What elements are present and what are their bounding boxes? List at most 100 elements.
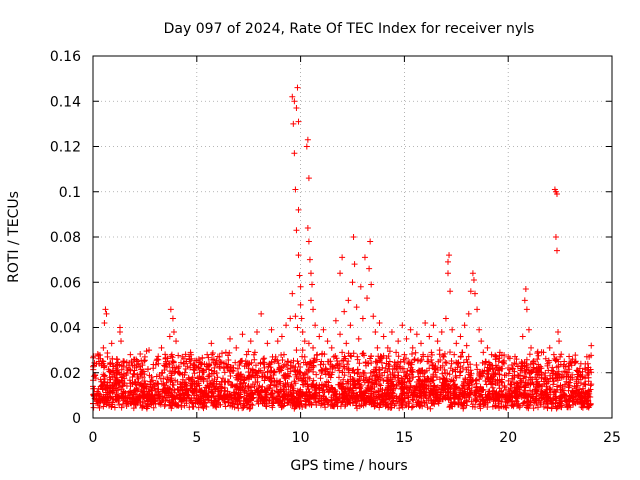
data-point — [101, 319, 108, 326]
data-point — [168, 351, 175, 358]
data-point — [301, 338, 308, 345]
data-point — [453, 340, 460, 347]
data-point — [345, 297, 352, 304]
data-point — [486, 365, 493, 372]
data-point — [442, 315, 449, 322]
data-point — [367, 238, 374, 245]
data-point — [189, 374, 196, 381]
data-point — [297, 283, 304, 290]
data-point — [447, 288, 454, 295]
data-point — [268, 326, 275, 333]
data-point — [465, 310, 472, 317]
data-point — [310, 306, 317, 313]
x-tick-label: 25 — [603, 430, 621, 446]
data-point — [318, 358, 325, 365]
data-point — [127, 351, 134, 358]
data-point — [569, 356, 576, 363]
x-tick-label: 10 — [292, 430, 310, 446]
data-point — [108, 340, 115, 347]
data-point — [328, 344, 335, 351]
data-point — [254, 329, 261, 336]
data-point — [555, 329, 562, 336]
data-point — [181, 372, 188, 379]
data-point — [305, 238, 312, 245]
data-point — [571, 383, 578, 390]
data-point — [391, 372, 398, 379]
data-point — [266, 360, 273, 367]
data-point — [368, 281, 375, 288]
data-point — [305, 340, 312, 347]
data-point — [256, 367, 263, 374]
data-point — [577, 360, 584, 367]
data-point — [550, 351, 557, 358]
data-point — [548, 367, 555, 374]
data-point — [586, 353, 593, 360]
data-point — [298, 315, 305, 322]
data-point — [324, 338, 331, 345]
data-point — [270, 372, 277, 379]
data-point — [488, 351, 495, 358]
data-point — [119, 383, 126, 390]
y-tick-label: 0.02 — [50, 366, 81, 382]
data-point — [185, 387, 192, 394]
data-point — [484, 344, 491, 351]
data-point — [557, 353, 564, 360]
data-point — [169, 315, 176, 322]
data-point — [515, 383, 522, 390]
data-point — [588, 342, 595, 349]
data-point — [304, 224, 311, 231]
data-point — [310, 344, 317, 351]
data-point — [532, 374, 539, 381]
data-point — [330, 353, 337, 360]
data-point — [276, 365, 283, 372]
data-point — [403, 335, 410, 342]
data-point — [218, 385, 225, 392]
data-point — [202, 390, 209, 397]
data-point — [523, 306, 530, 313]
data-point — [503, 372, 510, 379]
data-point — [316, 333, 323, 340]
data-point — [505, 353, 512, 360]
data-point — [295, 206, 302, 213]
data-point — [216, 353, 223, 360]
data-point — [204, 351, 211, 358]
data-point — [424, 358, 431, 365]
data-point — [309, 281, 316, 288]
data-point — [588, 381, 595, 388]
data-point — [152, 387, 159, 394]
data-point — [449, 326, 456, 333]
data-point — [434, 338, 441, 345]
data-point — [332, 317, 339, 324]
data-point — [446, 252, 453, 259]
data-point — [498, 376, 505, 383]
data-point — [306, 256, 313, 263]
data-point — [395, 338, 402, 345]
data-point — [280, 351, 287, 358]
data-point — [470, 276, 477, 283]
data-point — [295, 118, 302, 125]
data-point — [262, 374, 269, 381]
data-point — [241, 376, 248, 383]
data-point — [299, 329, 306, 336]
chart-title: Day 097 of 2024, Rate Of TEC Index for r… — [164, 21, 535, 37]
data-point — [183, 358, 190, 365]
y-axis-label: ROTI / TECUs — [6, 191, 22, 283]
data-point — [474, 306, 481, 313]
data-point — [293, 347, 300, 354]
data-point — [467, 288, 474, 295]
data-point — [187, 349, 194, 356]
data-point — [231, 383, 238, 390]
x-tick-label: 0 — [89, 430, 98, 446]
data-point — [146, 347, 153, 354]
data-point — [438, 329, 445, 336]
data-point — [295, 252, 302, 259]
x-tick-label: 15 — [395, 430, 413, 446]
data-point — [525, 326, 532, 333]
data-point — [297, 369, 304, 376]
data-point — [542, 376, 549, 383]
data-point — [295, 360, 302, 367]
data-point — [384, 344, 391, 351]
data-point — [463, 342, 470, 349]
data-point — [102, 385, 109, 392]
data-point — [399, 322, 406, 329]
